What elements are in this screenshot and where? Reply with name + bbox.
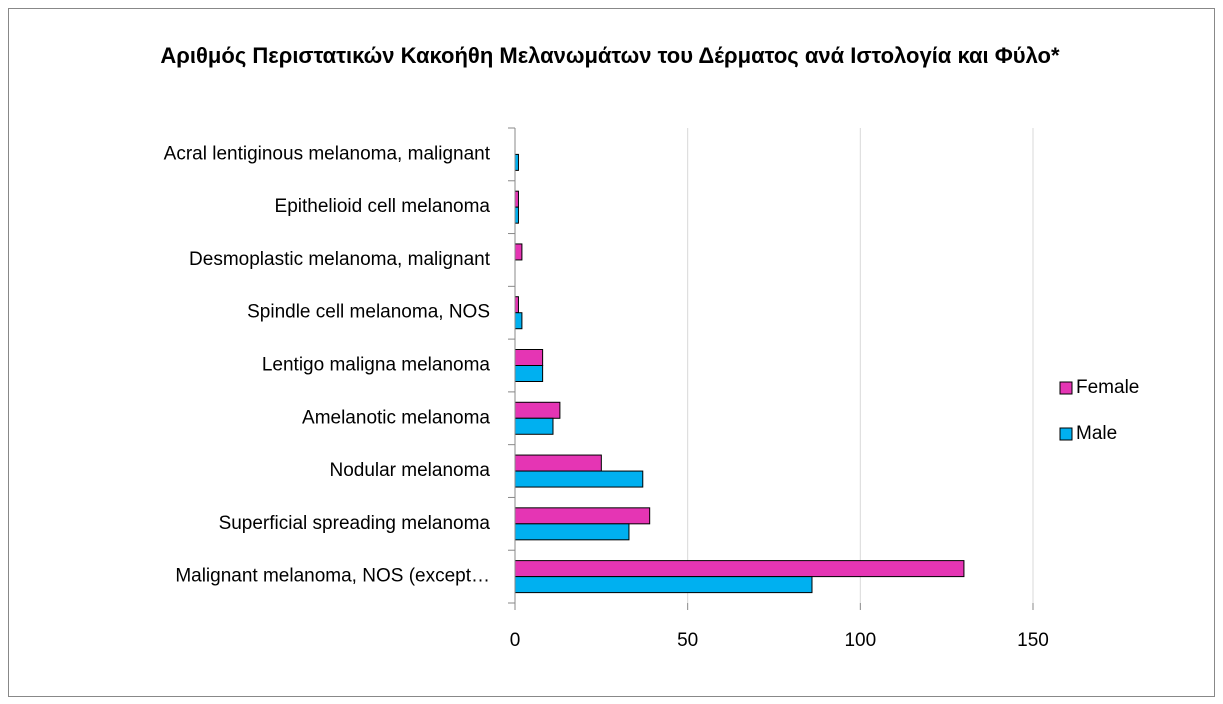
bar: [514, 365, 544, 382]
y-tick-label: Superficial spreading melanoma: [219, 513, 491, 534]
bar: [514, 243, 523, 261]
x-tick-label: 0: [510, 630, 521, 651]
legend-label: Male: [1076, 423, 1117, 444]
y-tick-label: Amelanotic melanoma: [302, 407, 490, 428]
legend-label: Female: [1076, 377, 1139, 398]
bar: [514, 153, 519, 171]
x-tick-label: 150: [1017, 630, 1049, 651]
bar: [514, 523, 630, 541]
bar: [514, 470, 644, 488]
x-tick-label: 50: [677, 630, 698, 651]
y-tick-label: Desmoplastic melanoma, malignant: [189, 249, 491, 270]
bar: [514, 417, 554, 435]
bar: [514, 190, 519, 208]
chart-title: Αριθμός Περιστατικών Κακοήθη Μελανωμάτων…: [160, 43, 1060, 68]
bar: [514, 296, 519, 314]
y-tick-label: Spindle cell melanoma, NOS: [247, 302, 490, 323]
bar: [514, 507, 651, 525]
bar: [514, 576, 813, 594]
y-tick-label: Lentigo maligna melanoma: [262, 355, 491, 376]
y-tick-label: Nodular melanoma: [329, 460, 490, 481]
bar: [514, 401, 561, 419]
bar: [514, 206, 519, 224]
legend-swatch: [1059, 427, 1073, 441]
y-tick-label: Acral lentiginous melanoma, malignant: [164, 143, 491, 164]
bar: [514, 560, 965, 578]
bar: [514, 349, 544, 366]
bar: [514, 454, 602, 472]
x-tick-label: 100: [844, 630, 876, 651]
chart-frame: [8, 8, 1215, 697]
y-tick-label: Epithelioid cell melanoma: [275, 196, 491, 217]
bar: [514, 312, 523, 330]
y-tick-label: Malignant melanoma, NOS (except…: [175, 566, 490, 587]
legend-swatch: [1059, 381, 1073, 395]
